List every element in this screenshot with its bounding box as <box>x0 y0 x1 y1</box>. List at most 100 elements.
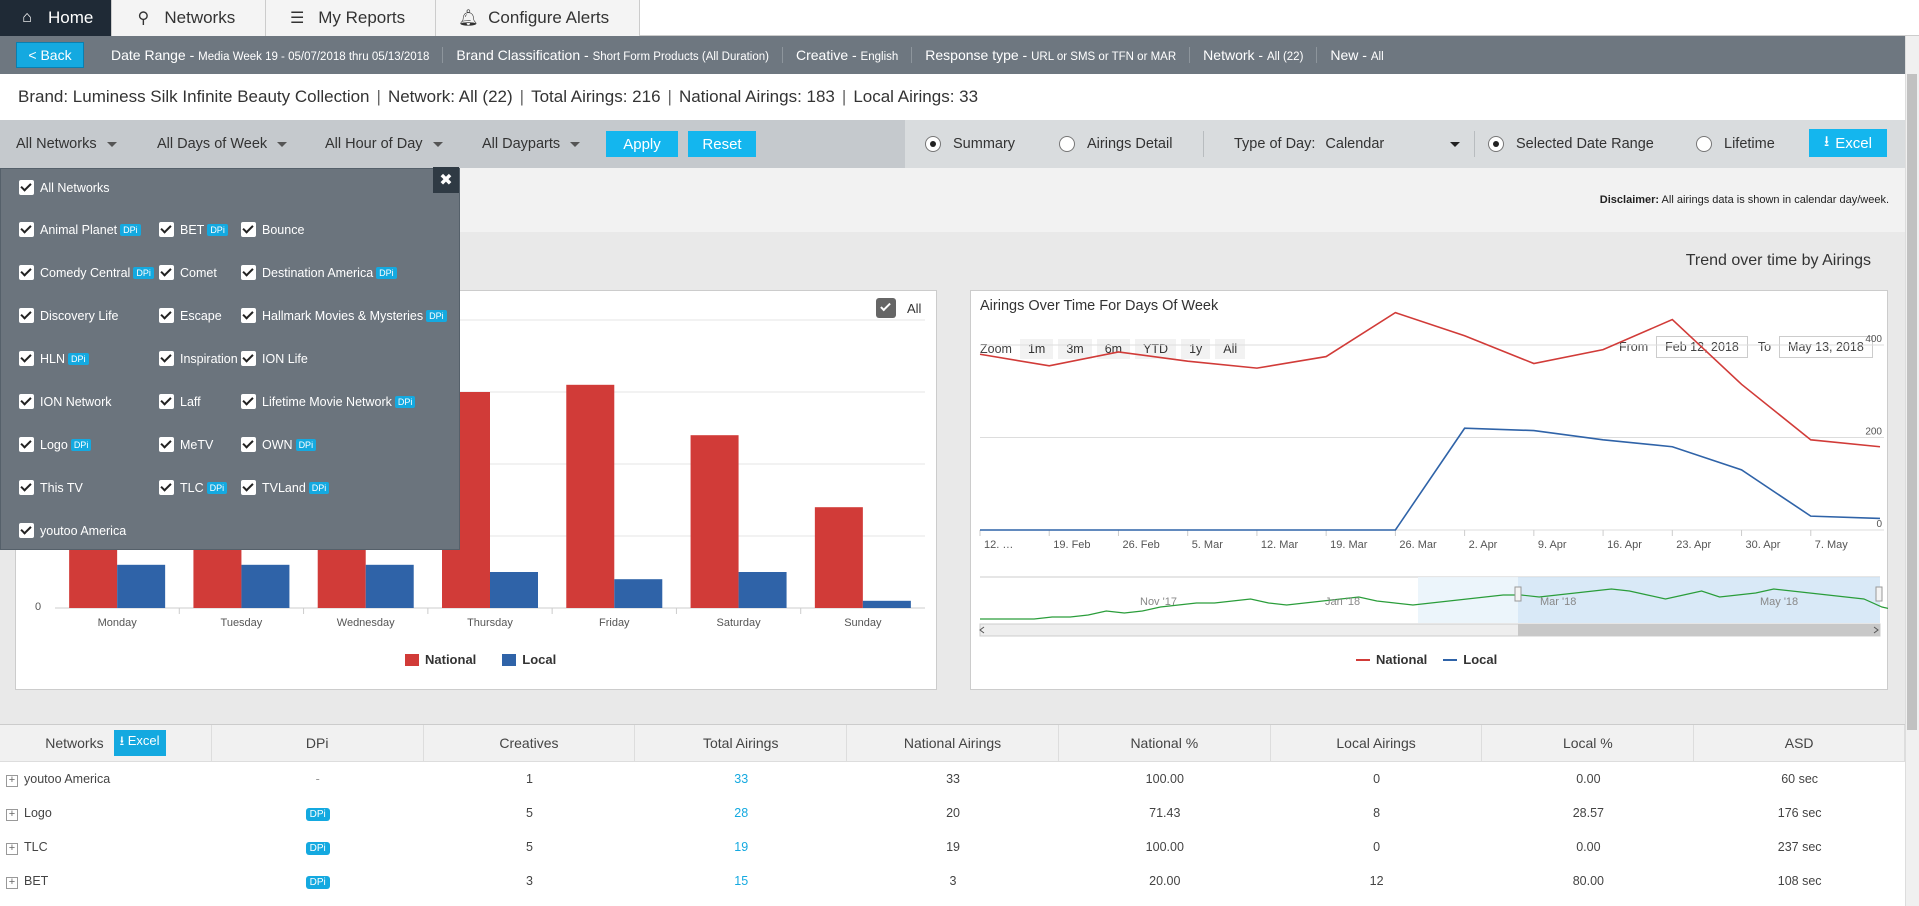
series-line-national[interactable] <box>979 311 1881 448</box>
excel-export-button[interactable]: ⭳ Excel <box>1809 129 1887 157</box>
filter-hour-of-day[interactable]: All Hour of Day <box>325 136 443 152</box>
brand-network: Network: All (22) <box>387 87 513 106</box>
table-row[interactable]: + youtoo America - 1 33 33 100.00 0 0.00 60 sec <box>0 762 1905 796</box>
bar-local-wednesday[interactable] <box>365 564 414 608</box>
checkbox-network-lifetime-movie-network[interactable]: Lifetime Movie Network DPi <box>241 394 416 409</box>
filter-all-networks[interactable]: All Networks <box>16 136 117 152</box>
tab-my-reports[interactable]: ☰ My Reports <box>266 0 437 36</box>
checkbox-all-networks[interactable]: All Networks <box>19 180 109 195</box>
checkbox-network-comedy-central[interactable]: Comedy Central DPi <box>19 265 154 280</box>
navigator-scrollbar-thumb[interactable] <box>1518 624 1880 636</box>
checkbox-network-bet[interactable]: BET DPi <box>159 222 228 237</box>
checkbox-checked-icon <box>159 394 174 409</box>
checkbox-network-discovery-life[interactable]: Discovery Life <box>19 308 119 323</box>
radio-lifetime[interactable]: Lifetime <box>1696 136 1775 152</box>
table-row[interactable]: + BET DPi 3 15 3 20.00 12 80.00 108 sec <box>0 864 1905 898</box>
radio-airings-detail[interactable]: Airings Detail <box>1059 136 1172 152</box>
column-header-local-[interactable]: Local % <box>1482 725 1695 761</box>
checkbox-network-comet[interactable]: Comet <box>159 265 217 280</box>
bar-national-sunday[interactable] <box>814 507 863 608</box>
expand-icon[interactable]: + <box>6 808 18 821</box>
legend-local[interactable]: Local <box>522 652 557 667</box>
checkbox-network-ion-network[interactable]: ION Network <box>19 394 112 409</box>
close-icon[interactable]: ✖ <box>433 167 459 193</box>
checkbox-network-this-tv[interactable]: This TV <box>19 480 83 495</box>
checkbox-network-escape[interactable]: Escape <box>159 308 222 323</box>
expand-icon[interactable]: + <box>6 876 18 889</box>
checkbox-network-bounce[interactable]: Bounce <box>241 222 304 237</box>
creatives-cell: 5 <box>525 840 533 854</box>
navigator-label: Nov '17 <box>1140 596 1177 608</box>
tab-home[interactable]: ⌂ Home <box>0 0 113 36</box>
total-airings-link[interactable]: 15 <box>734 874 749 888</box>
radio-selected-date-range[interactable]: Selected Date Range <box>1488 136 1654 152</box>
bar-local-saturday[interactable] <box>738 572 787 608</box>
navigator-handle-right[interactable] <box>1875 586 1883 602</box>
back-button[interactable]: < Back <box>16 42 84 68</box>
reset-button[interactable]: Reset <box>688 131 756 157</box>
total-airings-link[interactable]: 33 <box>734 772 749 786</box>
type-of-day-select[interactable]: Type of Day: Calendar <box>1234 136 1461 152</box>
legend-national[interactable]: National <box>425 652 477 667</box>
checkbox-network-hallmark-movies-mysteries[interactable]: Hallmark Movies & Mysteries DPi <box>241 308 447 323</box>
table-excel-button[interactable]: ⭳ Excel <box>113 730 166 756</box>
column-header-asd[interactable]: ASD <box>1694 725 1906 761</box>
apply-button[interactable]: Apply <box>606 131 678 157</box>
bar-chart-legend: National Local <box>405 652 556 667</box>
bar-local-friday[interactable] <box>614 579 663 608</box>
column-header-total-airings[interactable]: Total Airings <box>635 725 848 761</box>
bar-national-saturday[interactable] <box>690 435 739 608</box>
table-row[interactable]: + Logo DPi 5 28 20 71.43 8 28.57 176 sec <box>0 796 1905 830</box>
local-cell: 0 <box>1373 772 1381 786</box>
checkbox-checked-icon <box>241 351 256 366</box>
bar-local-tuesday[interactable] <box>241 564 290 608</box>
legend-national[interactable]: National <box>1376 652 1428 667</box>
legend-local[interactable]: Local <box>1463 652 1498 667</box>
checkbox-network-logo[interactable]: Logo DPi <box>19 437 92 452</box>
checkbox-network-tvland[interactable]: TVLand DPi <box>241 480 330 495</box>
network-cell: + Logo <box>0 806 212 821</box>
tab-configure-alerts[interactable]: 🔔︎ Configure Alerts <box>436 0 641 36</box>
tab-networks[interactable]: ⚲ Networks <box>112 0 267 36</box>
checkbox-network-laff[interactable]: Laff <box>159 394 201 409</box>
column-header-networks[interactable]: Networks ⭳ Excel <box>0 725 212 761</box>
bar-national-friday[interactable] <box>566 384 615 608</box>
bar-local-sunday[interactable] <box>862 600 911 608</box>
checkbox-checked-icon <box>241 437 256 452</box>
scrollbar-thumb[interactable] <box>1907 74 1917 730</box>
dpi-badge: DPi <box>376 266 397 279</box>
checkbox-network-tlc[interactable]: TLC DPi <box>159 480 228 495</box>
column-header-local-airings[interactable]: Local Airings <box>1271 725 1483 761</box>
checkbox-network-inspiration[interactable]: Inspiration <box>159 351 238 366</box>
checkbox-network-youtoo-america[interactable]: youtoo America <box>19 523 126 538</box>
checkbox-network-ion-life[interactable]: ION Life <box>241 351 308 366</box>
checkbox-network-animal-planet[interactable]: Animal Planet DPi <box>19 222 141 237</box>
radio-summary[interactable]: Summary <box>925 136 1015 152</box>
to-date-input[interactable]: May 13, 2018 <box>1779 336 1873 358</box>
expand-icon[interactable]: + <box>6 774 18 787</box>
total-airings-link[interactable]: 28 <box>734 806 749 820</box>
column-header-dpi[interactable]: DPi <box>212 725 424 761</box>
filter-days-of-week[interactable]: All Days of Week <box>157 136 288 152</box>
network-filter-dropdown: All Networks Animal Planet DPi BET DPi Bounc… <box>0 168 460 550</box>
filter-dayparts[interactable]: All Dayparts <box>482 136 581 152</box>
checkbox-network-own[interactable]: OWN DPi <box>241 437 317 452</box>
caret-down-icon <box>1450 141 1461 147</box>
bar-local-thursday[interactable] <box>490 572 538 608</box>
column-header-national-airings[interactable]: National Airings <box>847 725 1059 761</box>
expand-icon[interactable]: + <box>6 842 18 855</box>
column-header-creatives[interactable]: Creatives <box>424 725 636 761</box>
navigator-handle-left[interactable] <box>1514 586 1522 602</box>
column-header-national-[interactable]: National % <box>1059 725 1271 761</box>
checkbox-network-hln[interactable]: HLN DPi <box>19 351 89 366</box>
checkbox-network-metv[interactable]: MeTV <box>159 437 213 452</box>
bar-local-monday[interactable] <box>117 564 166 608</box>
all-checkbox[interactable] <box>876 298 896 318</box>
navigator-selection[interactable] <box>1518 577 1880 623</box>
total-airings-link[interactable]: 19 <box>734 840 749 854</box>
checkbox-checked-icon <box>241 222 256 237</box>
table-row[interactable]: + TLC DPi 5 19 19 100.00 0 0.00 237 sec <box>0 830 1905 864</box>
series-line-local[interactable] <box>980 427 1881 531</box>
navigator-label: Mar '18 <box>1540 596 1576 608</box>
checkbox-network-destination-america[interactable]: Destination America DPi <box>241 265 397 280</box>
